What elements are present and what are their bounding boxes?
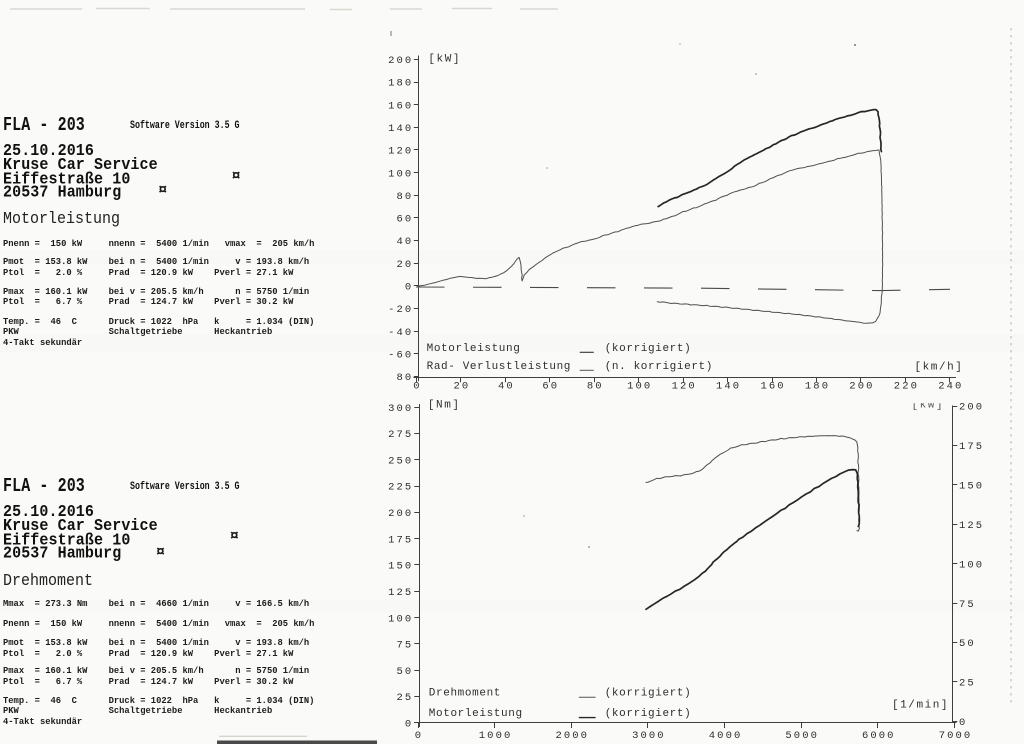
svg-text:300: 300 (388, 403, 413, 415)
svg-text:75: 75 (396, 640, 413, 652)
svg-text:(korrigiert): (korrigiert) (605, 688, 692, 700)
svg-text:25: 25 (959, 678, 976, 690)
svg-text:200: 200 (959, 402, 984, 414)
svg-text:120: 120 (672, 381, 697, 393)
svg-text:0: 0 (405, 282, 413, 294)
svg-text:-60: -60 (388, 350, 413, 362)
svg-text:160: 160 (760, 381, 785, 393)
svg-text:100: 100 (388, 613, 413, 625)
svg-text:-20: -20 (388, 304, 413, 316)
svg-text:225: 225 (388, 482, 413, 494)
svg-text:80: 80 (396, 372, 413, 384)
svg-text:240: 240 (938, 381, 963, 393)
svg-text:0: 0 (415, 730, 423, 742)
svg-text:0: 0 (959, 717, 967, 729)
svg-text:0: 0 (413, 381, 421, 393)
svg-text:80: 80 (396, 191, 413, 203)
svg-text:3000: 3000 (632, 730, 666, 742)
svg-text:140: 140 (388, 123, 413, 135)
svg-text:[kW]: [kW] (428, 53, 461, 65)
svg-text:[Nm]: [Nm] (428, 400, 461, 412)
svg-text:60: 60 (396, 214, 413, 226)
svg-text:200: 200 (388, 55, 413, 67)
svg-text:40: 40 (498, 381, 515, 393)
svg-text:75: 75 (959, 599, 976, 611)
svg-text:60: 60 (542, 381, 559, 393)
svg-text:125: 125 (388, 587, 413, 599)
svg-text:Motorleistung: Motorleistung (429, 708, 523, 720)
svg-text:20: 20 (396, 259, 413, 271)
svg-text:4000: 4000 (709, 730, 743, 742)
svg-text:Drehmoment: Drehmoment (429, 688, 501, 700)
svg-text:-40: -40 (388, 327, 413, 339)
svg-text:175: 175 (959, 441, 984, 453)
svg-text:50: 50 (959, 638, 976, 650)
svg-text:7000: 7000 (939, 730, 973, 742)
svg-text:150: 150 (388, 561, 413, 573)
svg-text:100: 100 (959, 559, 984, 571)
svg-text:275: 275 (388, 429, 413, 441)
svg-text:Rad- Verlustleistung: Rad- Verlustleistung (427, 361, 571, 373)
svg-text:100: 100 (388, 168, 413, 180)
svg-text:(korrigiert): (korrigiert) (605, 708, 692, 720)
svg-text:125: 125 (959, 520, 984, 532)
svg-text:[km/h]: [km/h] (915, 362, 964, 374)
svg-text:50: 50 (396, 666, 413, 678)
svg-text:180: 180 (388, 78, 413, 90)
svg-text:5000: 5000 (785, 730, 819, 742)
svg-text:200: 200 (388, 508, 413, 520)
svg-text:150: 150 (959, 481, 984, 493)
svg-text:2000: 2000 (555, 730, 589, 742)
svg-text:120: 120 (388, 146, 413, 158)
svg-text:80: 80 (587, 381, 604, 393)
svg-text:140: 140 (716, 381, 741, 393)
svg-text:[1/min]: [1/min] (892, 700, 949, 712)
svg-text:6000: 6000 (862, 730, 896, 742)
svg-text:20: 20 (453, 381, 470, 393)
svg-text:175: 175 (388, 534, 413, 546)
svg-text:180: 180 (805, 381, 830, 393)
svg-text:(korrigiert): (korrigiert) (605, 343, 692, 355)
svg-text:160: 160 (388, 100, 413, 112)
svg-text:250: 250 (388, 455, 413, 467)
svg-text:220: 220 (894, 381, 919, 393)
svg-text:Motorleistung: Motorleistung (427, 343, 521, 355)
svg-text:0: 0 (405, 719, 413, 731)
svg-text:1000: 1000 (479, 730, 513, 742)
svg-text:25: 25 (396, 692, 413, 704)
svg-text:40: 40 (396, 236, 413, 248)
svg-text:200: 200 (849, 381, 874, 393)
svg-text:100: 100 (627, 381, 652, 393)
svg-text:(n. korrigiert): (n. korrigiert) (605, 361, 713, 373)
